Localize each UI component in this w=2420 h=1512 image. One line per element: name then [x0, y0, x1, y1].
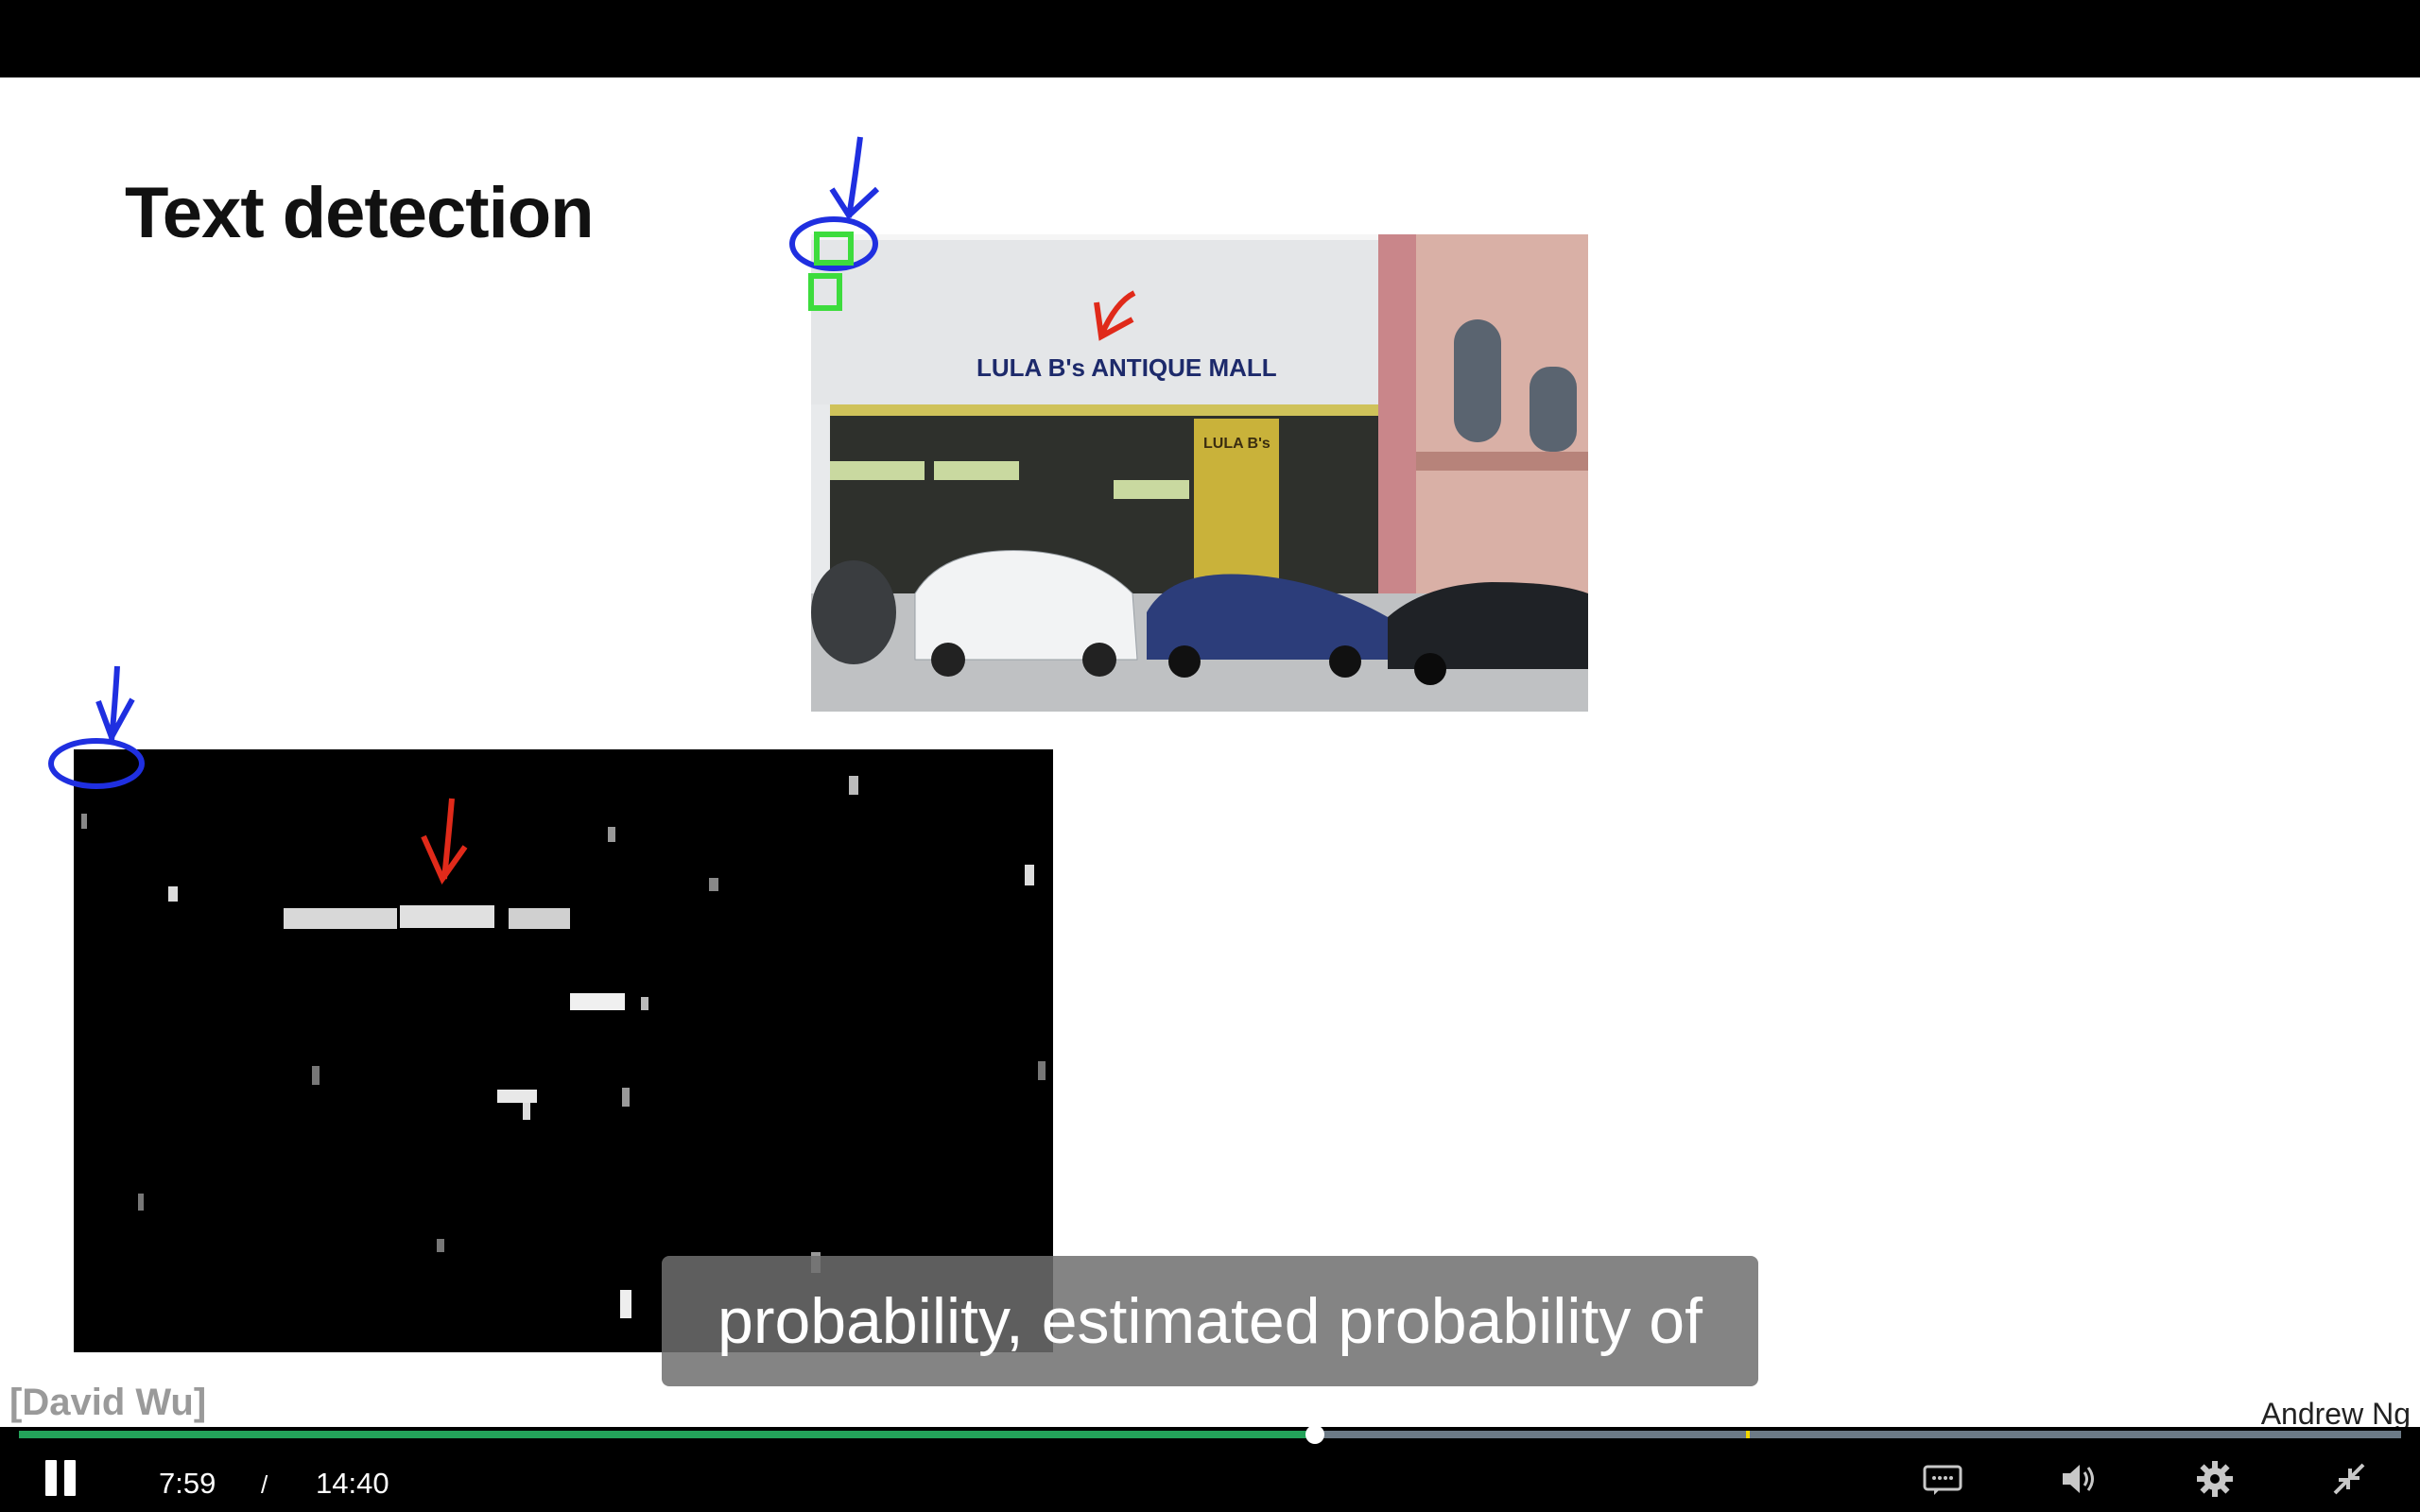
settings-icon [2197, 1461, 2233, 1497]
sign-text: LULA B's ANTIQUE MALL [977, 353, 1277, 382]
exit-fullscreen-icon [2333, 1463, 2365, 1495]
player-controls [0, 1427, 2420, 1512]
pause-button[interactable] [45, 1460, 83, 1498]
sign-text-secondary: LULA B's [1203, 436, 1270, 452]
exit-fullscreen-button[interactable] [2325, 1455, 2373, 1503]
slide-title: Text detection [125, 173, 595, 253]
credit-andrew-ng: Andrew Ng [2260, 1397, 2411, 1427]
progress-chapter-marker [1746, 1431, 1750, 1438]
progress-played [19, 1431, 1315, 1438]
credit-david-wu: [David Wu] [9, 1382, 207, 1423]
captions-icon [1923, 1465, 1962, 1495]
subtitle-text: probability, estimated probability of [717, 1285, 1703, 1357]
current-time: 7:59 [159, 1467, 216, 1500]
captions-button[interactable] [1919, 1455, 1966, 1503]
progress-scrubber-handle[interactable] [1305, 1425, 1324, 1444]
pause-icon [45, 1460, 76, 1498]
subtitle-caption: probability, estimated probability of [662, 1256, 1758, 1386]
progress-bar[interactable] [19, 1425, 2401, 1444]
duration-time: 14:40 [316, 1467, 389, 1500]
volume-button[interactable] [2055, 1455, 2102, 1503]
detection-heatmap [74, 749, 1053, 1352]
time-separator: / [261, 1470, 268, 1499]
settings-button[interactable] [2191, 1455, 2238, 1503]
storefront-illustration: LULA B's ANTIQUE MALL LULA B's [811, 234, 1588, 712]
volume-icon [2063, 1465, 2094, 1493]
storefront-photo: LULA B's ANTIQUE MALL LULA B's [811, 234, 1588, 712]
top-letterbox [0, 0, 2420, 77]
lecture-slide: Text detection [0, 77, 2420, 1427]
